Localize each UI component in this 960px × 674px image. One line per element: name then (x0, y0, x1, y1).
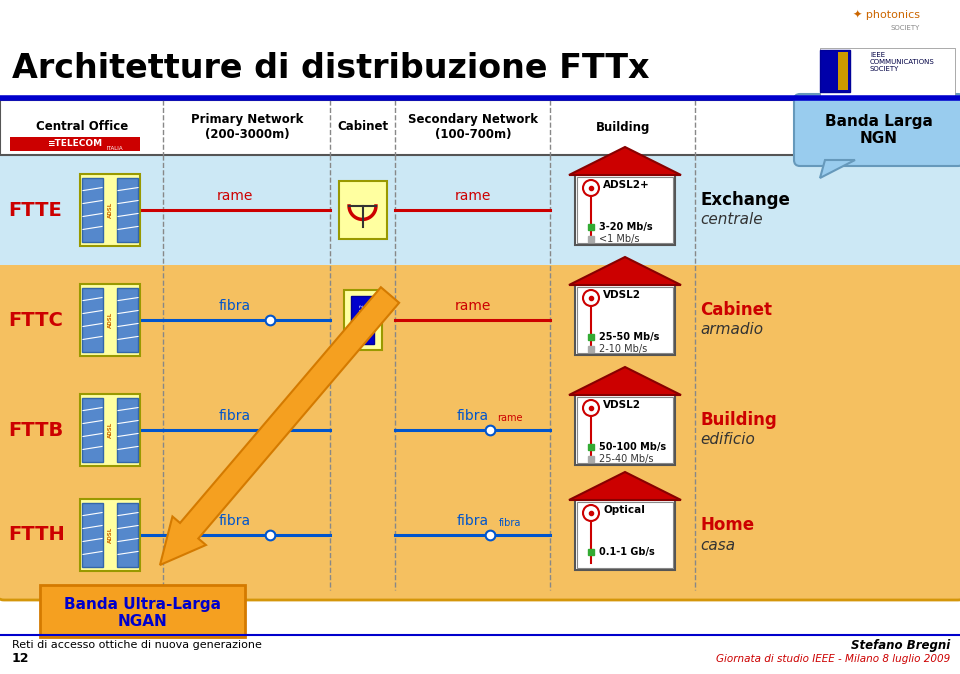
Text: 25-40 Mb/s: 25-40 Mb/s (599, 454, 654, 464)
Bar (575, 395, 675, 465)
Text: 25-50 Mb/s: 25-50 Mb/s (599, 332, 660, 342)
Bar (80, 394, 140, 466)
Bar (82, 503, 103, 568)
Text: armadio: armadio (700, 322, 763, 338)
Text: ≡TELECOM: ≡TELECOM (47, 140, 103, 148)
Bar (82, 178, 103, 243)
Text: <1 Mb/s: <1 Mb/s (599, 234, 639, 244)
Text: rame: rame (454, 189, 491, 203)
Text: VDSL2: VDSL2 (360, 303, 365, 321)
Text: Cabinet: Cabinet (700, 301, 772, 319)
Bar (80, 499, 140, 571)
Bar (80, 174, 140, 246)
Text: ADSL2+: ADSL2+ (603, 180, 650, 190)
Text: fibra: fibra (219, 299, 252, 313)
Bar (82, 288, 103, 353)
Text: 3-20 Mb/s: 3-20 Mb/s (599, 222, 653, 232)
Polygon shape (820, 160, 855, 178)
Text: 12: 12 (12, 652, 30, 665)
Bar (820, 48, 955, 96)
Bar (820, 5, 955, 50)
Text: ✦ photonics: ✦ photonics (853, 9, 920, 20)
Text: Stefano Bregni: Stefano Bregni (851, 638, 950, 652)
Bar (575, 500, 675, 570)
Bar (0, 155, 960, 265)
Text: rame: rame (217, 189, 253, 203)
Text: FTTH: FTTH (8, 526, 64, 545)
FancyBboxPatch shape (794, 94, 960, 166)
Text: ADSL: ADSL (108, 312, 112, 328)
Bar (82, 398, 103, 462)
Bar (838, 52, 848, 90)
Text: Banda Larga
NGN: Banda Larga NGN (825, 114, 933, 146)
Bar (0, 0, 960, 100)
Polygon shape (569, 257, 681, 285)
Text: ADSL: ADSL (108, 202, 112, 218)
Polygon shape (569, 147, 681, 175)
Bar (351, 296, 373, 344)
Polygon shape (569, 367, 681, 395)
Polygon shape (160, 287, 399, 565)
Text: Home: Home (700, 516, 755, 534)
Text: fibra: fibra (219, 514, 252, 528)
Bar (577, 397, 673, 463)
Text: Secondary Network
(100-700m): Secondary Network (100-700m) (408, 113, 538, 141)
Text: FTTE: FTTE (8, 200, 61, 220)
Text: fibra: fibra (456, 514, 489, 528)
Text: Optical: Optical (603, 505, 645, 515)
Text: FTTB: FTTB (8, 421, 63, 439)
Text: ITALIA: ITALIA (107, 146, 123, 150)
Text: edificio: edificio (700, 433, 755, 448)
Text: Cabinet: Cabinet (337, 121, 389, 133)
Text: casa: casa (700, 537, 735, 553)
Text: IEEE
COMMUNICATIONS
SOCIETY: IEEE COMMUNICATIONS SOCIETY (870, 52, 935, 72)
Bar (339, 181, 387, 239)
Bar (575, 175, 675, 245)
Text: VDSL2: VDSL2 (603, 400, 641, 410)
Text: ADSL: ADSL (108, 422, 112, 438)
Bar (117, 288, 138, 353)
Bar (117, 178, 138, 243)
Text: 50-100 Mb/s: 50-100 Mb/s (599, 442, 666, 452)
Text: Building: Building (700, 411, 777, 429)
Text: fibra: fibra (219, 409, 252, 423)
Text: Central Office: Central Office (36, 121, 128, 133)
Bar (40, 585, 245, 637)
Text: VDSL2: VDSL2 (603, 290, 641, 300)
Bar (575, 285, 675, 355)
Text: centrale: centrale (700, 212, 762, 228)
Text: SOCIETY: SOCIETY (891, 25, 920, 31)
FancyBboxPatch shape (0, 260, 960, 600)
Polygon shape (569, 472, 681, 500)
Text: Architetture di distribuzione FTTx: Architetture di distribuzione FTTx (12, 51, 650, 84)
Text: Primary Network
(200-3000m): Primary Network (200-3000m) (191, 113, 303, 141)
Text: Exchange: Exchange (700, 191, 790, 209)
Text: 2-10 Mb/s: 2-10 Mb/s (599, 344, 647, 354)
Bar (577, 502, 673, 568)
Bar (577, 287, 673, 353)
Bar (344, 290, 381, 350)
Text: FTTC: FTTC (8, 311, 62, 330)
Bar (577, 177, 673, 243)
Text: Building: Building (596, 121, 650, 133)
Bar (0, 100, 795, 155)
Text: ADSL: ADSL (108, 527, 112, 543)
Text: fibra: fibra (456, 409, 489, 423)
Bar (117, 503, 138, 568)
Text: Giornata di studio IEEE - Milano 8 luglio 2009: Giornata di studio IEEE - Milano 8 lugli… (716, 654, 950, 664)
Text: Banda Ultra-Larga: Banda Ultra-Larga (64, 597, 221, 613)
Text: rame: rame (497, 413, 523, 423)
Text: ONU: ONU (359, 319, 366, 337)
Bar (117, 398, 138, 462)
Bar (820, 50, 850, 92)
Text: Reti di accesso ottiche di nuova generazione: Reti di accesso ottiche di nuova generaz… (12, 640, 262, 650)
Text: NGAN: NGAN (118, 613, 167, 628)
Text: rame: rame (454, 299, 491, 313)
Bar (10, 137, 140, 151)
Text: 0.1-1 Gb/s: 0.1-1 Gb/s (599, 547, 655, 557)
Text: fibra: fibra (499, 518, 521, 528)
Bar (80, 284, 140, 356)
